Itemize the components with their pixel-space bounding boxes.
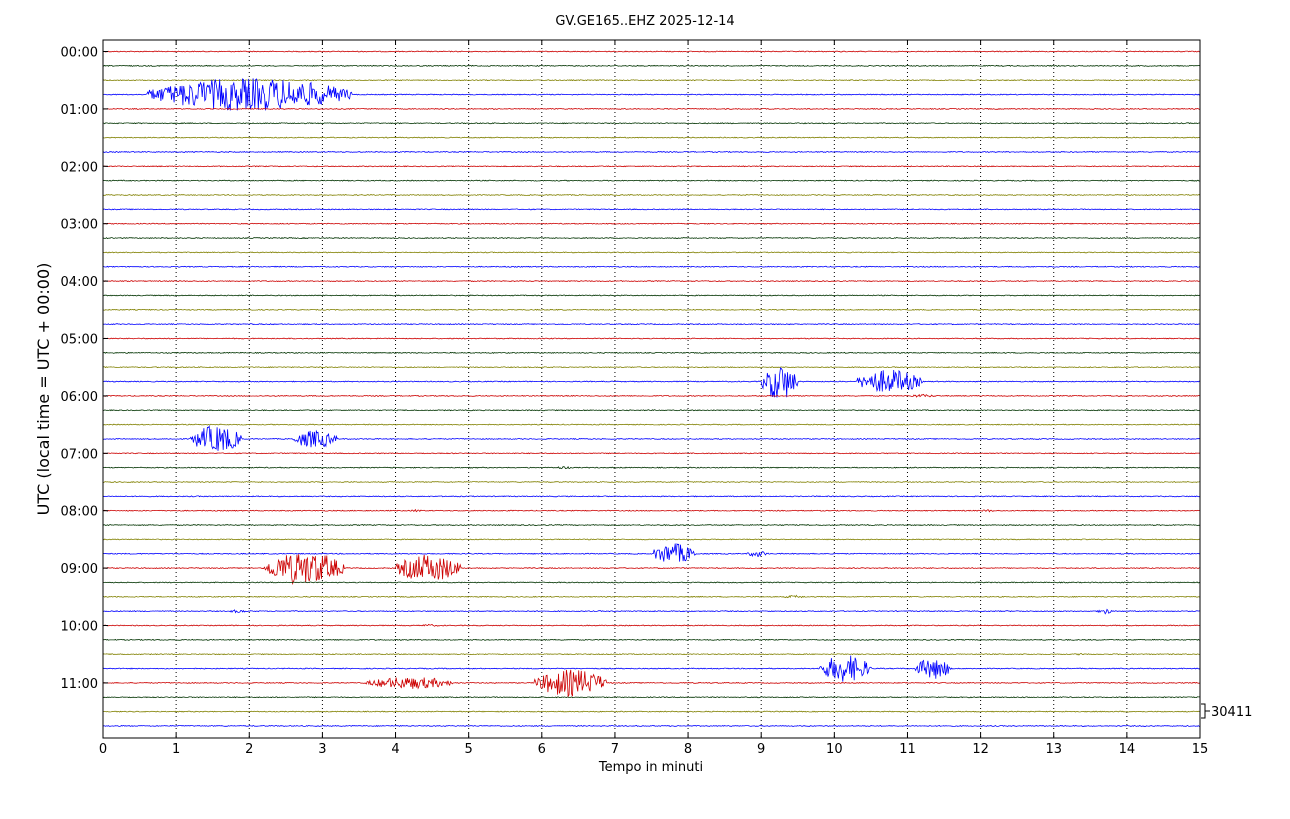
trace-line bbox=[102, 136, 1201, 139]
trace-line bbox=[102, 409, 1201, 412]
scale-label: 30411 bbox=[1211, 705, 1252, 720]
trace-line bbox=[102, 194, 1201, 196]
x-tick-label: 10 bbox=[826, 742, 843, 757]
trace-line bbox=[102, 495, 1200, 498]
seismic-traces bbox=[102, 50, 1201, 727]
trace-line bbox=[102, 608, 1201, 615]
trace-line bbox=[102, 425, 1201, 451]
trace-line bbox=[102, 50, 1201, 53]
trace-line bbox=[102, 710, 1201, 713]
trace-line bbox=[102, 724, 1200, 727]
x-tick-label: 15 bbox=[1192, 742, 1209, 757]
trace-line bbox=[102, 64, 1201, 67]
vertical-grid bbox=[175, 40, 1128, 738]
chart-title: GV.GE165..EHZ 2025-12-14 bbox=[555, 14, 734, 29]
trace-line bbox=[102, 623, 1201, 627]
trace-line bbox=[102, 165, 1201, 168]
trace-line bbox=[102, 79, 1201, 82]
trace-line bbox=[102, 323, 1200, 326]
trace-line bbox=[102, 393, 1201, 398]
trace-line bbox=[102, 351, 1201, 354]
y-tick-label: 06:00 bbox=[61, 390, 98, 405]
trace-line bbox=[102, 294, 1201, 297]
x-tick-label: 8 bbox=[684, 742, 692, 757]
trace-line bbox=[102, 554, 1201, 586]
y-tick-label: 09:00 bbox=[61, 562, 98, 577]
x-tick-label: 7 bbox=[611, 742, 619, 757]
x-tick-label: 0 bbox=[99, 742, 107, 757]
x-tick-label: 6 bbox=[538, 742, 546, 757]
trace-line bbox=[102, 581, 1201, 584]
y-axis-ticks: 00:00 01:00 02:00 03:00 04:00 05:00 06:00 07:00… bbox=[61, 46, 108, 692]
x-tick-label: 9 bbox=[757, 742, 765, 757]
x-tick-label: 4 bbox=[391, 742, 399, 757]
y-tick-label: 07:00 bbox=[61, 447, 98, 462]
trace-line bbox=[102, 543, 1200, 562]
trace-line bbox=[102, 524, 1201, 527]
y-tick-label: 04:00 bbox=[61, 275, 98, 290]
trace-line bbox=[102, 308, 1201, 311]
trace-line bbox=[102, 366, 1201, 369]
trace-line bbox=[102, 655, 1201, 682]
trace-line bbox=[102, 150, 1201, 153]
y-tick-label: 03:00 bbox=[61, 218, 98, 233]
y-tick-label: 02:00 bbox=[61, 160, 98, 175]
trace-line bbox=[102, 265, 1201, 268]
x-tick-label: 5 bbox=[465, 742, 473, 757]
trace-line bbox=[102, 367, 1201, 398]
y-tick-label: 00:00 bbox=[61, 46, 98, 61]
x-tick-label: 12 bbox=[972, 742, 989, 757]
trace-line bbox=[103, 222, 1201, 225]
trace-line bbox=[102, 423, 1200, 426]
y-tick-label: 10:00 bbox=[61, 620, 98, 635]
trace-line bbox=[102, 669, 1201, 698]
trace-line bbox=[102, 208, 1200, 211]
scale-bracket: 30411 bbox=[1201, 703, 1252, 720]
trace-line bbox=[102, 237, 1201, 240]
trace-line bbox=[102, 696, 1201, 699]
y-tick-label: 05:00 bbox=[61, 333, 98, 348]
y-tick-label: 08:00 bbox=[61, 505, 98, 520]
x-tick-label: 3 bbox=[318, 742, 326, 757]
x-axis-ticks: 0 1 2 3 4 5 6 7 8 9 10 11 12 13 14 15 bbox=[99, 40, 1208, 757]
trace-line bbox=[102, 107, 1201, 110]
trace-line bbox=[102, 337, 1201, 340]
trace-line bbox=[102, 466, 1201, 470]
trace-line bbox=[102, 481, 1201, 483]
x-tick-label: 1 bbox=[172, 742, 180, 757]
x-tick-label: 13 bbox=[1045, 742, 1062, 757]
y-axis-label: UTC (local time = UTC + 00:00) bbox=[34, 263, 53, 516]
trace-line bbox=[103, 78, 1201, 111]
trace-line bbox=[102, 538, 1201, 541]
x-tick-label: 14 bbox=[1119, 742, 1136, 757]
x-tick-label: 11 bbox=[899, 742, 916, 757]
trace-line bbox=[102, 638, 1201, 641]
y-tick-label: 11:00 bbox=[61, 677, 98, 692]
trace-line bbox=[102, 251, 1201, 254]
trace-line bbox=[102, 594, 1201, 599]
trace-line bbox=[102, 179, 1201, 182]
plot-frame bbox=[102, 39, 1201, 739]
trace-line bbox=[102, 508, 1201, 513]
trace-line bbox=[103, 122, 1201, 125]
trace-line bbox=[102, 280, 1200, 283]
trace-line bbox=[102, 653, 1201, 656]
y-tick-label: 01:00 bbox=[61, 103, 98, 118]
x-axis-label: Tempo in minuti bbox=[598, 760, 703, 775]
x-tick-label: 2 bbox=[245, 742, 253, 757]
trace-line bbox=[102, 452, 1201, 455]
